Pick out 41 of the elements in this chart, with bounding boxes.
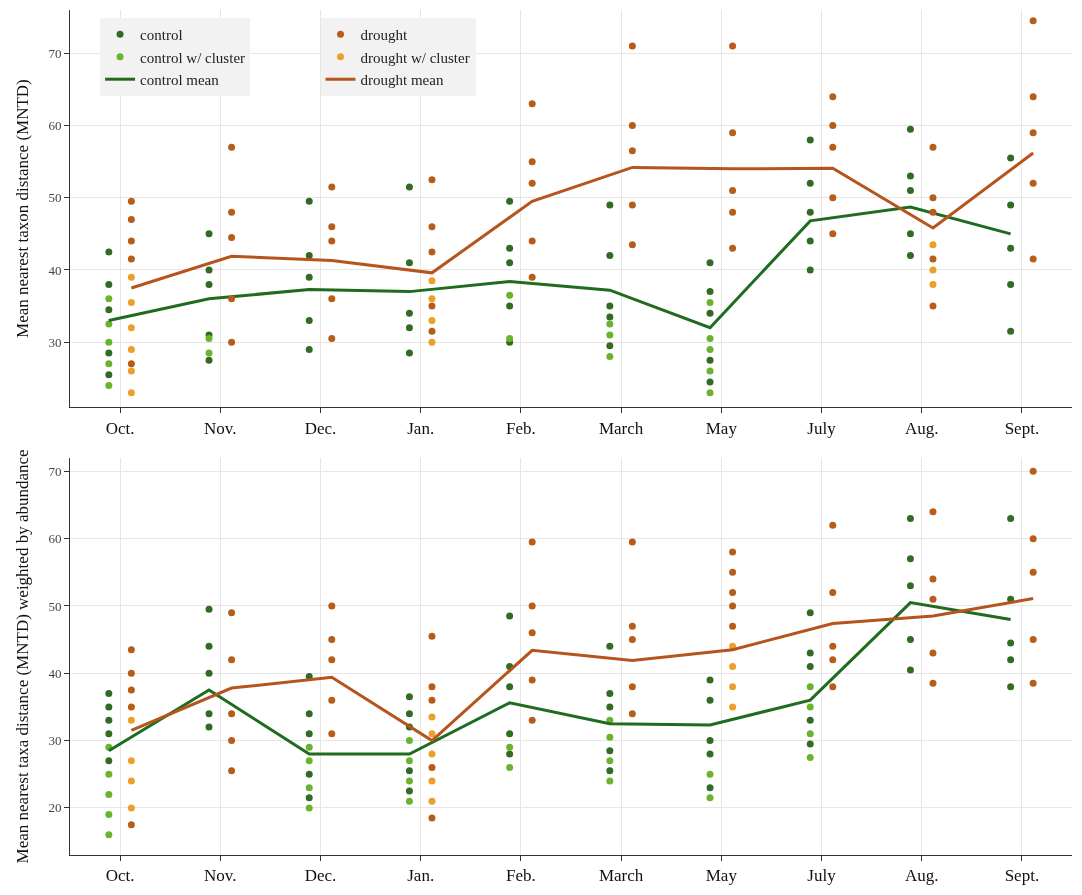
legend-label: drought mean bbox=[360, 72, 444, 89]
x-tick-label: Dec. bbox=[304, 418, 337, 438]
x-tick-label: May bbox=[705, 866, 738, 886]
x-tick-label: Dec. bbox=[304, 866, 337, 886]
y-axis-title: Mean nearest taxon distance (MNTD) bbox=[12, 79, 32, 338]
x-tick-label: Jan. bbox=[407, 866, 435, 886]
y-tick-label: 60 bbox=[48, 118, 62, 134]
line-series bbox=[129, 151, 1035, 290]
y-tick-label: 60 bbox=[48, 531, 62, 547]
x-tick-label: Sept. bbox=[1004, 418, 1040, 438]
legend-label: drought w/ cluster bbox=[360, 49, 470, 66]
y-axis-title: Mean nearest taxa distance (MNTD) weighted by abundance bbox=[12, 449, 32, 864]
x-tick-label: July bbox=[807, 418, 837, 438]
y-tick-label: 30 bbox=[48, 334, 62, 350]
y-tick-label: 40 bbox=[48, 665, 62, 681]
y-tick-label: 50 bbox=[48, 598, 62, 614]
x-tick-label: Aug. bbox=[904, 418, 939, 438]
x-tick-label: Feb. bbox=[506, 866, 536, 886]
x-tick-label: Oct. bbox=[105, 866, 135, 886]
x-tick-label: March bbox=[598, 418, 644, 438]
legend-label: control bbox=[140, 27, 183, 44]
x-tick-label: Sept. bbox=[1004, 866, 1040, 886]
x-tick-label: March bbox=[598, 866, 644, 886]
x-tick-label: Nov. bbox=[204, 418, 237, 438]
x-tick-label: July bbox=[807, 866, 837, 886]
y-tick-label: 30 bbox=[48, 733, 62, 749]
y-tick-label: 50 bbox=[48, 190, 62, 206]
line-series bbox=[107, 205, 1013, 330]
x-tick-label: Jan. bbox=[407, 418, 435, 438]
legend-label: drought bbox=[360, 27, 408, 44]
x-tick-label: Feb. bbox=[506, 418, 536, 438]
y-tick-label: 70 bbox=[48, 463, 62, 479]
x-tick-label: Nov. bbox=[204, 866, 237, 886]
x-tick-label: May bbox=[705, 418, 738, 438]
legend-label: control w/ cluster bbox=[140, 49, 246, 66]
legend-label: control mean bbox=[140, 72, 220, 89]
x-tick-label: Aug. bbox=[904, 866, 939, 886]
x-tick-label: Oct. bbox=[105, 418, 135, 438]
y-tick-label: 40 bbox=[48, 262, 62, 278]
y-tick-label: 20 bbox=[48, 800, 62, 816]
y-tick-label: 70 bbox=[48, 45, 62, 61]
